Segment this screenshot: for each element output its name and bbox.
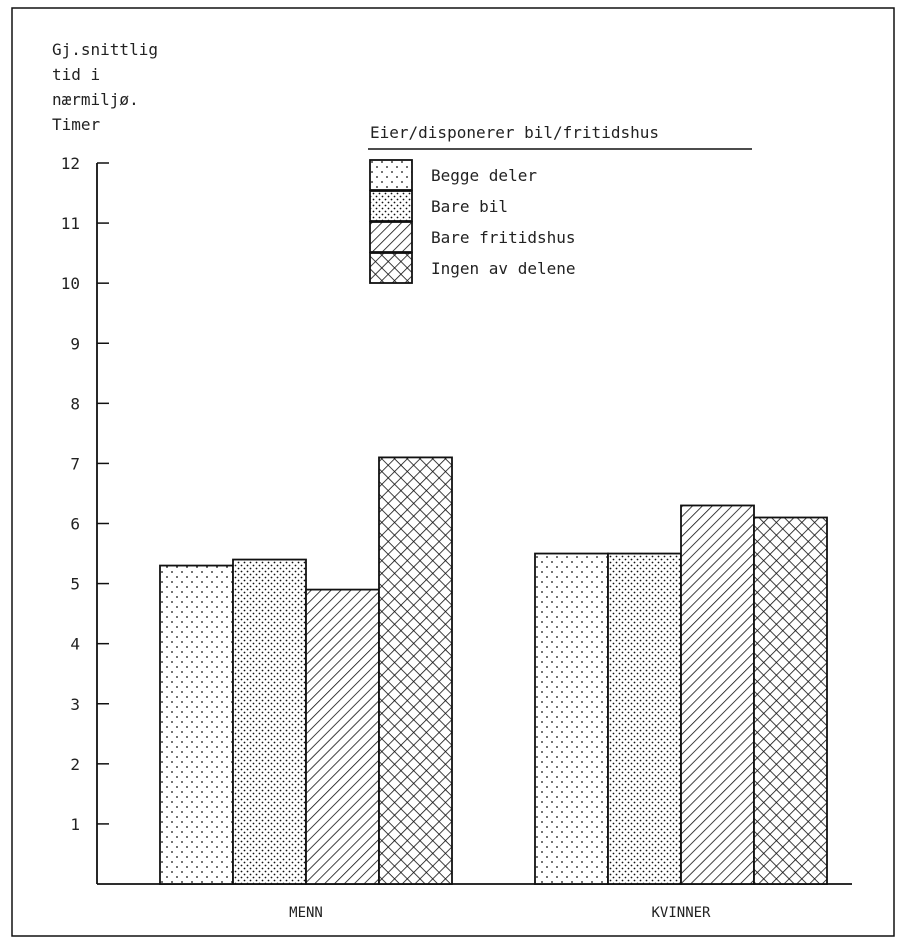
category-label-menn: MENN	[289, 905, 323, 921]
category-label-kvinner: KVINNER	[651, 905, 711, 921]
y-tick-label: 11	[61, 214, 80, 233]
y-axis-label-line-4: Timer	[52, 115, 101, 134]
y-tick-label: 7	[70, 454, 80, 473]
page-frame	[11, 7, 895, 937]
bar-menn-ingen-av-delene	[378, 456, 453, 885]
bar-kvinner-begge-deler	[534, 552, 609, 885]
legend-title: Eier/disponerer bil/fritidshus	[370, 123, 659, 142]
y-tick-label: 2	[70, 755, 80, 774]
legend-entry-label: Bare fritidshus	[431, 228, 576, 247]
y-tick-label: 8	[70, 394, 80, 413]
legend-swatch-bare-fritidshus	[369, 221, 413, 253]
y-tick-label: 1	[70, 815, 80, 834]
y-tick-label: 5	[70, 575, 80, 594]
y-tick-label: 12	[61, 154, 80, 173]
y-tick-label: 3	[70, 695, 80, 714]
legend-swatch-bare-bil	[369, 190, 413, 222]
legend-entry-label: Begge deler	[431, 166, 537, 185]
y-axis-label-line-1: Gj.snittlig	[52, 40, 158, 59]
y-tick-label: 10	[61, 274, 80, 293]
legend-entry-label: Ingen av delene	[431, 259, 576, 278]
legend: Eier/disponerer bil/fritidshus Begge del…	[368, 123, 752, 284]
y-tick-label: 4	[70, 635, 80, 654]
bar-kvinner-bare-bil	[607, 552, 682, 885]
y-axis-label-line-2: tid i	[52, 65, 100, 84]
bar-kvinner-bare-fritidshus	[680, 504, 755, 885]
y-axis-label: Gj.snittlig tid i nærmiljø. Timer	[52, 40, 158, 134]
bars	[159, 456, 828, 885]
y-axis-label-line-3: nærmiljø.	[52, 90, 139, 109]
y-tick-label: 9	[70, 334, 80, 353]
bar-menn-bare-bil	[232, 558, 307, 885]
legend-swatch-ingen-av-delene	[369, 252, 413, 284]
legend-entry-label: Bare bil	[431, 197, 508, 216]
legend-swatch-begge-deler	[369, 159, 413, 191]
bar-kvinner-ingen-av-delene	[753, 516, 828, 885]
y-tick-label: 6	[70, 515, 80, 534]
bar-menn-begge-deler	[159, 564, 234, 885]
category-labels: MENN KVINNER	[289, 905, 711, 921]
bar-menn-bare-fritidshus	[305, 588, 380, 885]
